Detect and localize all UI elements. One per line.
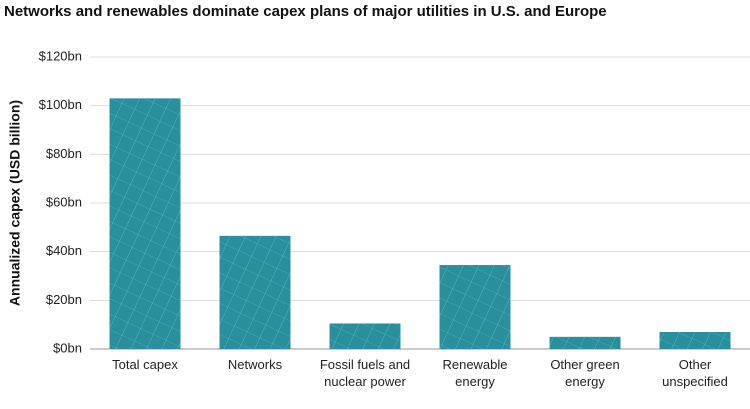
x-tick-label: Other unspecified [662,357,728,389]
y-tick-label: $80bn [46,146,82,161]
x-tick-label: Renewable energy [442,357,508,389]
x-tick-label: Fossil fuels and nuclear power [319,357,411,389]
y-axis-label: Annualized capex (USD billion) [7,100,23,306]
chart-title: Networks and renewables dominate capex p… [4,3,607,20]
y-tick-label: $100bn [39,97,82,112]
bar-texture [219,235,291,349]
bar-texture [439,265,511,349]
bar-texture [549,336,621,349]
x-tick-label: Other green energy [550,357,620,389]
y-tick-label: $60bn [46,194,82,209]
y-tick-label: $20bn [46,292,82,307]
x-tick-label: Total capex [112,357,178,372]
y-tick-label: $0bn [53,340,82,355]
y-tick-label: $120bn [39,48,82,63]
x-tick-label: Networks [227,357,283,372]
bar-texture [659,331,731,349]
bar-texture [109,98,181,349]
bar-texture [329,323,401,349]
y-tick-label: $40bn [46,243,82,258]
